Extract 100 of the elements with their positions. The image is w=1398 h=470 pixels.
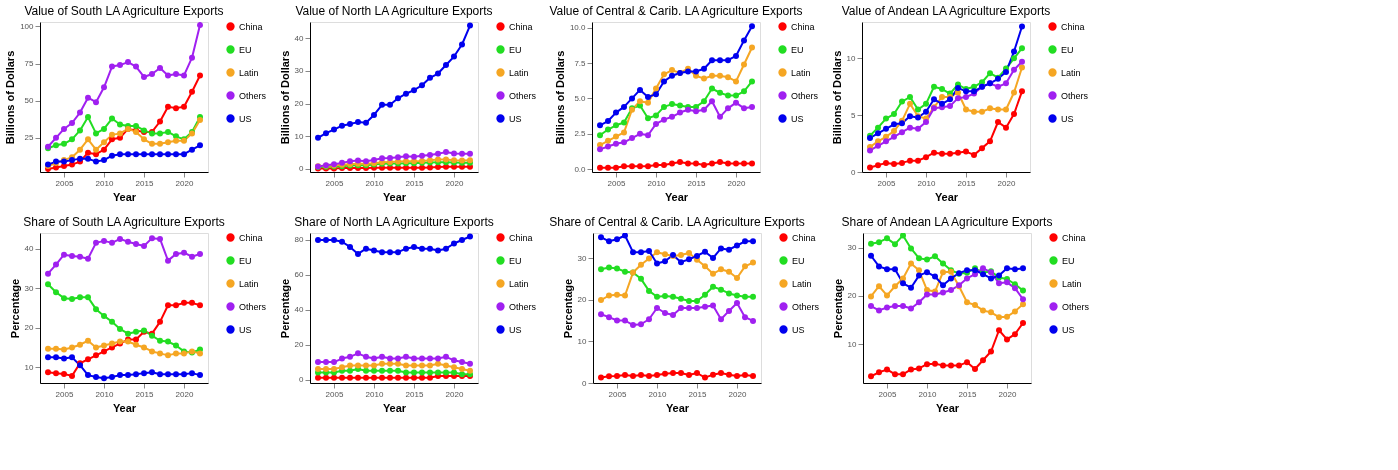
y-tick-label: 10 <box>846 53 857 63</box>
legend-label: US <box>791 113 804 124</box>
x-tick-label: 2005 <box>877 178 896 188</box>
y-axis-title: Percentage <box>561 278 574 339</box>
x-axis-title: Year <box>112 190 137 203</box>
chart-title: Share of Andean LA Agriculture Exports <box>841 215 1053 229</box>
x-tick-label: 2015 <box>687 178 706 188</box>
x-tick-label: 2010 <box>365 178 384 188</box>
y-tick-label: 0 <box>851 167 857 177</box>
x-tick-label: 2005 <box>607 178 626 188</box>
legend-label: US <box>1062 324 1075 335</box>
y-tick-label: 20 <box>577 295 588 305</box>
x-axis-title: Year <box>112 401 137 414</box>
y-axis-title: Percentage <box>8 278 21 339</box>
legend-label: Latin <box>509 278 529 289</box>
y-tick-label: 0 <box>582 378 588 388</box>
x-tick-label: 2015 <box>135 178 154 188</box>
y-axis-title: Billions of Dollars <box>830 50 843 145</box>
y-tick-label: 7.5 <box>574 58 587 68</box>
legend-label: Latin <box>792 278 812 289</box>
y-tick-label: 0 <box>299 375 305 385</box>
y-tick-label: 75 <box>24 59 35 69</box>
y-tick-label: 10 <box>577 336 588 346</box>
x-tick-label: 2020 <box>445 389 464 399</box>
legend-label: Latin <box>239 67 259 78</box>
legend-label: Others <box>1062 301 1090 312</box>
legend-label: China <box>1062 232 1086 243</box>
x-tick-label: 2015 <box>958 389 977 399</box>
x-tick-label: 2005 <box>325 178 344 188</box>
y-axis-title: Billions of Dollars <box>278 50 291 145</box>
x-tick-label: 2010 <box>918 389 937 399</box>
y-tick-label: 30 <box>294 66 305 76</box>
y-axis-title: Billions of Dollars <box>4 50 17 145</box>
legend-label: China <box>509 232 533 243</box>
x-tick-label: 2010 <box>95 178 114 188</box>
x-tick-label: 2005 <box>55 178 74 188</box>
legend-label: EU <box>791 44 804 55</box>
y-tick-label: 5.0 <box>574 93 587 103</box>
y-tick-label: 30 <box>847 243 858 253</box>
y-tick-label: 25 <box>24 133 35 143</box>
chart-title: Value of Central & Carib. LA Agriculture Exports <box>549 4 803 18</box>
chart-title: Share of South LA Agriculture Exports <box>23 215 225 229</box>
y-tick-label: 40 <box>294 33 305 43</box>
y-axis-title: Percentage <box>278 278 291 339</box>
y-tick-label: 20 <box>847 291 858 301</box>
legend-label: EU <box>1062 255 1075 266</box>
x-tick-label: 2020 <box>175 389 194 399</box>
y-tick-label: 10 <box>24 362 35 372</box>
x-axis-title: Year <box>382 190 407 203</box>
legend-label: Others <box>791 90 819 101</box>
x-axis-title: Year <box>382 401 407 414</box>
legend-label: China <box>239 21 263 32</box>
legend-label: EU <box>239 255 252 266</box>
legend-label: China <box>239 232 263 243</box>
x-tick-label: 2020 <box>727 178 746 188</box>
y-tick-label: 100 <box>20 21 35 31</box>
y-tick-label: 50 <box>24 96 35 106</box>
legend-label: US <box>509 324 522 335</box>
x-tick-label: 2005 <box>608 389 627 399</box>
y-tick-label: 10 <box>294 131 305 141</box>
legend-label: EU <box>509 44 522 55</box>
y-tick-label: 0 <box>299 164 305 174</box>
legend-label: US <box>1061 113 1074 124</box>
legend-label: Latin <box>791 67 811 78</box>
legend-label: Others <box>509 301 537 312</box>
x-tick-label: 2010 <box>647 178 666 188</box>
x-axis-title: Year <box>665 401 690 414</box>
legend-label: Latin <box>509 67 529 78</box>
legend-label: Latin <box>1061 67 1081 78</box>
y-tick-label: 20 <box>24 323 35 333</box>
x-axis-title: Year <box>935 401 960 414</box>
y-tick-label: 40 <box>24 244 35 254</box>
chart-title: Value of South LA Agriculture Exports <box>24 4 224 18</box>
legend-label: Others <box>792 301 820 312</box>
y-tick-label: 20 <box>294 340 305 350</box>
x-tick-label: 2015 <box>135 389 154 399</box>
x-tick-label: 2015 <box>405 178 424 188</box>
legend-label: EU <box>1061 44 1074 55</box>
y-axis-title: Percentage <box>831 278 844 339</box>
legend-label: EU <box>239 44 252 55</box>
legend-label: US <box>792 324 805 335</box>
x-tick-label: 2020 <box>175 178 194 188</box>
legend-label: Others <box>1061 90 1089 101</box>
y-tick-label: 10.0 <box>569 23 587 33</box>
x-tick-label: 2010 <box>917 178 936 188</box>
legend-label: Latin <box>1062 278 1082 289</box>
legend-label: Others <box>239 90 267 101</box>
x-tick-label: 2010 <box>648 389 667 399</box>
x-tick-label: 2020 <box>728 389 747 399</box>
y-tick-label: 20 <box>294 99 305 109</box>
chart-title: Share of North LA Agriculture Exports <box>294 215 494 229</box>
y-tick-label: 30 <box>577 253 588 263</box>
x-tick-label: 2010 <box>365 389 384 399</box>
legend-label: EU <box>792 255 805 266</box>
x-tick-label: 2005 <box>325 389 344 399</box>
legend-label: US <box>509 113 522 124</box>
legend-label: China <box>791 21 815 32</box>
x-tick-label: 2005 <box>55 389 74 399</box>
y-tick-label: 60 <box>294 270 305 280</box>
y-tick-label: 10 <box>847 339 858 349</box>
